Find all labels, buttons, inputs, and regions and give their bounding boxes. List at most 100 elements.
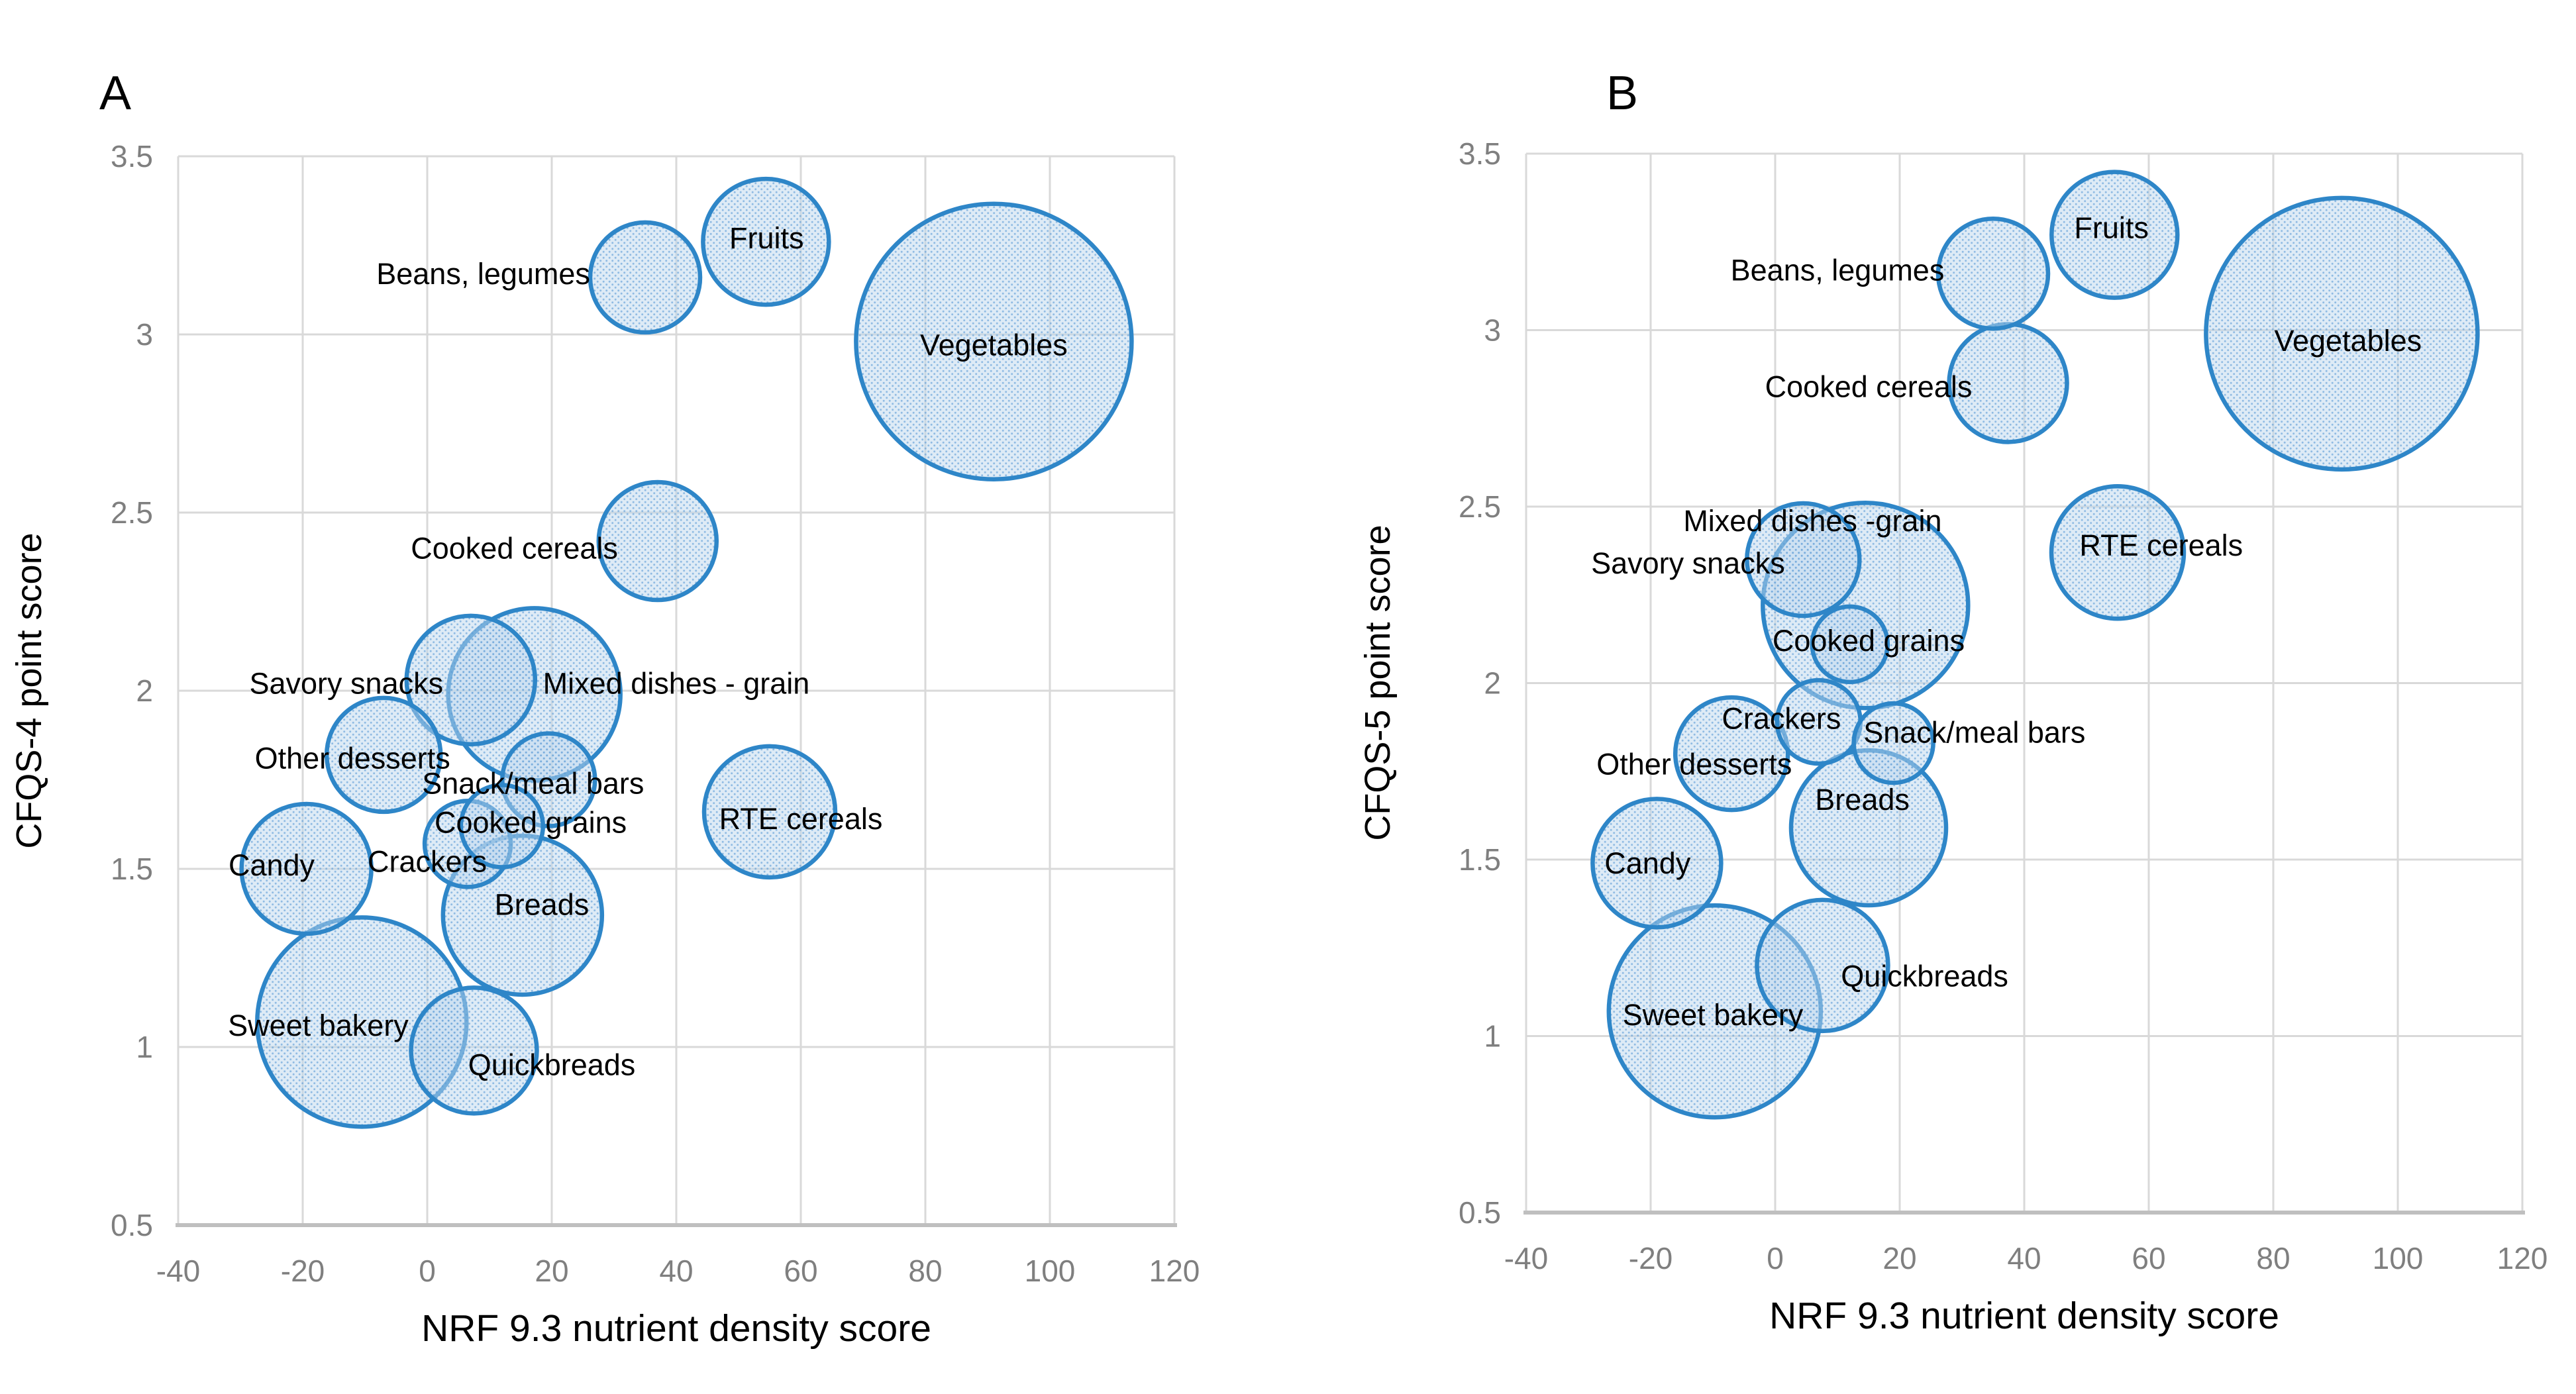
bubble-label-cooked-cereals: Cooked cereals	[411, 531, 618, 565]
bubble-rte-cereals	[701, 744, 838, 880]
bubble-candy	[239, 801, 374, 936]
x-tick-label: 60	[2132, 1241, 2165, 1275]
bubble-label-fruits: Fruits	[2074, 211, 2149, 244]
bubble-other-desserts	[324, 695, 443, 815]
bubble-label-other-desserts: Other desserts	[1596, 748, 1792, 781]
bubble-label-cooked-grains: Cooked grains	[435, 806, 627, 840]
bubble-label-savory-snacks: Savory snacks	[1591, 546, 1785, 580]
bubble-label-beans-legumes: Beans, legumes	[376, 257, 590, 291]
bubble-label-crackers: Crackers	[368, 845, 487, 879]
y-tick-label: 3	[1484, 313, 1501, 348]
y-tick-label: 3.5	[1459, 136, 1501, 171]
x-tick-label: -20	[281, 1254, 325, 1288]
bubble-label-quickbreads: Quickbreads	[468, 1048, 636, 1081]
bubble-label-mixed-dishes-grain: Mixed dishes -grain	[1683, 504, 1941, 538]
bubble-fruits	[2049, 170, 2180, 300]
x-tick-label: 120	[1149, 1254, 1200, 1288]
bubble-label-snack-meal-bars: Snack/meal bars	[1863, 716, 2085, 750]
panel-letter-a: A	[99, 67, 131, 120]
panel-letter-b: B	[1606, 67, 1638, 120]
bubble-label-sweet-bakery: Sweet bakery	[228, 1009, 409, 1042]
bubble-label-candy: Candy	[229, 848, 315, 882]
x-axis-title: NRF 9.3 nutrient density score	[1769, 1295, 2279, 1337]
x-tick-label: 80	[908, 1254, 942, 1288]
bubble-label-crackers: Crackers	[1722, 701, 1841, 735]
x-tick-label: 60	[784, 1254, 817, 1288]
bubble-label-cooked-cereals: Cooked cereals	[1765, 370, 1973, 403]
bubble-label-candy: Candy	[1604, 846, 1691, 880]
bubble-snack-meal-bars	[1851, 701, 1935, 785]
y-tick-label: 1.5	[111, 852, 153, 886]
bubble-other-desserts	[1673, 695, 1790, 813]
y-tick-label: 1	[1484, 1019, 1501, 1054]
bubble-label-snack-meal-bars: Snack/meal bars	[422, 766, 644, 800]
bubble-cooked-cereals	[596, 479, 719, 603]
bubble-labels: Vegetables Sweet bakery Mixed dishes - gra…	[228, 221, 1068, 1081]
bubble-beans-legumes	[588, 220, 703, 335]
y-tick-label: 2	[136, 673, 153, 708]
x-axis-ticks: -40 -20 0 20 40 60 80 100 120	[1504, 1241, 2548, 1275]
y-tick-label: 0.5	[111, 1208, 153, 1242]
bubble-quickbreads	[409, 985, 539, 1116]
x-tick-label: 120	[2497, 1241, 2548, 1275]
panel-b: Vegetables Sweet bakery Mixed dishes -grai…	[1358, 67, 2548, 1337]
bubble-beans-legumes	[1935, 216, 2051, 331]
bubble-quickbreads	[1755, 897, 1890, 1034]
bubble-candy	[1590, 797, 1724, 930]
x-axis-ticks: -40 -20 0 20 40 60 80 100 120	[156, 1254, 1200, 1288]
y-axis-title: CFQS-4 point score	[9, 532, 49, 848]
x-tick-label: 20	[1882, 1241, 1916, 1275]
x-tick-label: 80	[2256, 1241, 2290, 1275]
bubble-cooked-grains	[1810, 604, 1890, 685]
bubble-label-rte-cereals: RTE cereals	[719, 802, 883, 836]
bubble-rte-cereals	[2049, 484, 2187, 621]
y-tick-label: 1	[136, 1030, 153, 1064]
x-tick-label: 0	[419, 1254, 436, 1288]
x-tick-label: -40	[156, 1254, 200, 1288]
bubble-label-cooked-grains: Cooked grains	[1773, 624, 1965, 658]
bubble-label-quickbreads: Quickbreads	[1841, 959, 2008, 993]
bubble-label-savory-snacks: Savory snacks	[249, 667, 443, 701]
bubble-savory-snacks	[404, 613, 538, 747]
bubble-label-sweet-bakery: Sweet bakery	[1623, 998, 1804, 1032]
y-tick-label: 3.5	[111, 139, 153, 174]
y-axis-title: CFQS-5 point score	[1358, 524, 1398, 840]
y-axis-ticks: 0.5 1 1.5 2 2.5 3 3.5	[111, 139, 153, 1242]
bubble-label-other-desserts: Other desserts	[255, 742, 450, 775]
bubble-savory-snacks	[1745, 501, 1862, 619]
bubble-fruits	[701, 176, 831, 307]
y-axis-ticks: 0.5 1 1.5 2 2.5 3 3.5	[1459, 136, 1501, 1230]
y-tick-label: 2	[1484, 666, 1501, 701]
bubble-label-mixed-dishes-grain: Mixed dishes - grain	[543, 667, 810, 701]
bubble-label-beans-legumes: Beans, legumes	[1731, 253, 1945, 287]
x-tick-label: 40	[659, 1254, 693, 1288]
bubble-label-breads: Breads	[495, 887, 590, 921]
bubble-series	[1590, 170, 2480, 1120]
bubble-cooked-grains	[458, 783, 546, 870]
x-tick-label: 100	[2373, 1241, 2424, 1275]
x-axis-title: NRF 9.3 nutrient density score	[421, 1307, 931, 1350]
bubble-labels: Vegetables Sweet bakery Mixed dishes -grai…	[1591, 211, 2422, 1032]
bubble-label-vegetables: Vegetables	[2274, 324, 2422, 358]
bubble-vegetables	[854, 201, 1134, 482]
y-tick-label: 2.5	[1459, 489, 1501, 524]
x-tick-label: 0	[1767, 1241, 1784, 1275]
x-tick-label: 40	[2007, 1241, 2041, 1275]
x-tick-label: -40	[1504, 1241, 1548, 1275]
y-tick-label: 2.5	[111, 495, 153, 530]
x-tick-label: -20	[1629, 1241, 1673, 1275]
bubble-label-fruits: Fruits	[729, 221, 804, 255]
y-tick-label: 1.5	[1459, 842, 1501, 877]
y-tick-label: 3	[136, 317, 153, 352]
x-tick-label: 20	[535, 1254, 568, 1288]
bubble-series	[239, 176, 1134, 1129]
y-tick-label: 0.5	[1459, 1195, 1501, 1230]
bubble-vegetables	[2204, 195, 2480, 472]
bubble-label-vegetables: Vegetables	[920, 328, 1068, 362]
x-tick-label: 100	[1025, 1254, 1076, 1288]
panel-a: Vegetables Sweet bakery Mixed dishes - gra…	[9, 67, 1200, 1350]
bubble-label-rte-cereals: RTE cereals	[2079, 528, 2243, 562]
bubble-label-breads: Breads	[1815, 783, 1910, 817]
